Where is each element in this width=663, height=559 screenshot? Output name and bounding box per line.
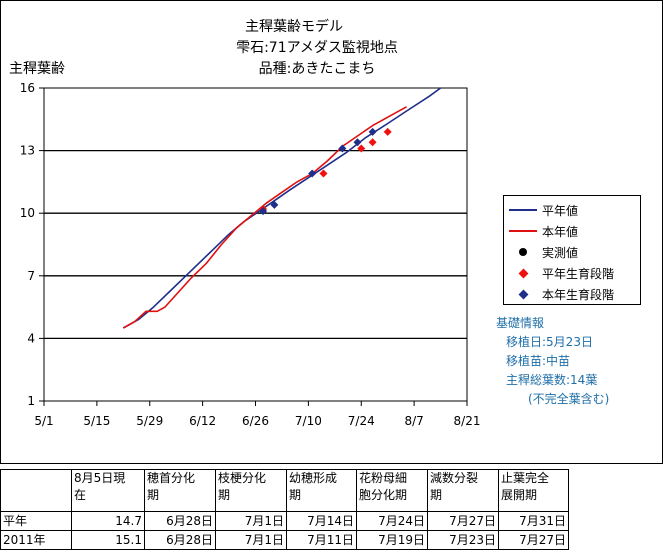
y-tick-label: 1 bbox=[27, 394, 35, 408]
y-tick-label: 16 bbox=[20, 81, 35, 95]
x-tick-label: 8/7 bbox=[404, 414, 423, 428]
legend: 平年値 本年値 実測値 平年生育段階 本年生育段階 bbox=[503, 195, 641, 305]
series-marker-4 bbox=[270, 200, 279, 209]
legend-label: 本年生育段階 bbox=[542, 287, 615, 302]
x-tick-label: 5/29 bbox=[136, 414, 163, 428]
legend-label: 平年値 bbox=[542, 203, 579, 218]
transplant-date: 移植日:5月23日 bbox=[506, 335, 593, 349]
table-cell: 7月23日 bbox=[427, 530, 499, 550]
y-tick-label: 4 bbox=[27, 331, 35, 345]
basic-info-heading: 基礎情報 bbox=[496, 316, 545, 330]
table-cell: 7月27日 bbox=[427, 511, 499, 531]
legend-label: 本年値 bbox=[542, 224, 579, 239]
legend-item-current-line: 本年値 bbox=[504, 221, 640, 241]
y-tick-label: 7 bbox=[27, 269, 35, 283]
table-cell: 7月31日 bbox=[498, 511, 569, 531]
table-cell: 7月19日 bbox=[356, 530, 428, 550]
y-axis-label: 主稈葉齢 bbox=[9, 61, 65, 77]
x-tick-label: 7/10 bbox=[295, 414, 322, 428]
table-cell: 14.7 bbox=[71, 511, 145, 531]
x-tick-label: 5/1 bbox=[34, 414, 53, 428]
x-axis: 5/1 5/15 5/29 6/12 6/26 7/10 7/24 8/7 8/21 bbox=[34, 401, 480, 428]
table-row: 平年 14.7 6月28日 7月1日 7月14日 7月24日 7月27日 7月31日 bbox=[0, 511, 569, 531]
legend-item-normal-line: 平年値 bbox=[504, 200, 640, 220]
series-marker-3 bbox=[357, 144, 366, 153]
table-row-label: 2011年 bbox=[0, 530, 72, 550]
table-header-row: 8月5日現 在穂首分化 期枝梗分化 期幼穂形成 期花粉母細 胞分化期 減数分裂 期… bbox=[0, 469, 569, 512]
seedling-type: 移植苗:中苗 bbox=[506, 354, 571, 368]
table-cell: 7月24日 bbox=[356, 511, 428, 531]
x-tick-label: 6/12 bbox=[189, 414, 216, 428]
chart-subtitle-variety: 品種:あきたこまち bbox=[259, 61, 376, 77]
table-row-label: 平年 bbox=[0, 511, 72, 531]
legend-label: 実測値 bbox=[542, 245, 579, 260]
legend-swatch-diamond bbox=[518, 289, 528, 299]
table-cell: 7月27日 bbox=[498, 530, 569, 550]
table-header-cell: 幼穂形成 期 bbox=[286, 469, 357, 512]
basic-info: 基礎情報 移植日:5月23日 移植苗:中苗 主稈総葉数:14葉 (不完全葉含む) bbox=[496, 314, 609, 409]
series-marker-4 bbox=[338, 144, 347, 153]
series-marker-3 bbox=[383, 127, 392, 136]
table-cell: 7月1日 bbox=[215, 511, 287, 531]
chart-subtitle-site: 雫石:71アメダス監視地点 bbox=[236, 39, 398, 56]
table-cell: 6月28日 bbox=[144, 530, 216, 550]
table-cell: 15.1 bbox=[71, 530, 145, 550]
table-cell: 7月14日 bbox=[286, 511, 357, 531]
y-tick-label: 10 bbox=[20, 206, 35, 220]
legend-item-current-stage: 本年生育段階 bbox=[504, 284, 640, 304]
leaf-number-note: (不完全葉含む) bbox=[528, 392, 610, 406]
x-tick-label: 6/26 bbox=[242, 414, 269, 428]
table-cell: 6月28日 bbox=[144, 511, 216, 531]
table-header-cell: 止葉完全 展開期 bbox=[498, 469, 569, 512]
x-tick-label: 7/24 bbox=[348, 414, 375, 428]
leaf-age-chart: 主稈葉齢モデル 雫石:71アメダス監視地点 品種:あきたこまち 主稈葉齢 5/1… bbox=[9, 18, 480, 428]
table-header-cell: 花粉母細 胞分化期 bbox=[356, 469, 428, 512]
legend-swatch-line bbox=[509, 209, 537, 211]
series-marker-4 bbox=[259, 207, 268, 216]
legend-swatch-circle bbox=[519, 248, 527, 256]
series-line-1 bbox=[122, 106, 407, 329]
table-header-cell: 8月5日現 在 bbox=[71, 469, 145, 512]
legend-item-measured: 実測値 bbox=[504, 242, 640, 262]
series-marker-4 bbox=[368, 127, 377, 136]
y-axis: 1 4 7 10 13 16 bbox=[20, 81, 44, 408]
chart-title-line: 主稈葉齢モデル bbox=[245, 18, 343, 35]
series-marker-4 bbox=[353, 138, 362, 147]
plot-area bbox=[43, 87, 468, 402]
gridlines bbox=[44, 149, 467, 340]
legend-swatch-line bbox=[509, 230, 537, 232]
table-cell: 7月1日 bbox=[215, 530, 287, 550]
table-cell: 7月11日 bbox=[286, 530, 357, 550]
table-header-cell: 枝梗分化 期 bbox=[215, 469, 287, 512]
legend-item-normal-stage: 平年生育段階 bbox=[504, 263, 640, 283]
legend-label: 平年生育段階 bbox=[542, 266, 615, 281]
chart-title: 主稈葉齢モデル 雫石:71アメダス監視地点 品種:あきたこまち bbox=[236, 18, 398, 77]
total-leaf-number: 主稈総葉数:14葉 bbox=[506, 373, 598, 387]
series-marker-4 bbox=[308, 169, 317, 178]
legend-swatch-diamond bbox=[518, 268, 528, 278]
growth-stage-table: 8月5日現 在穂首分化 期枝梗分化 期幼穂形成 期花粉母細 胞分化期 減数分裂 期… bbox=[0, 469, 569, 550]
series-marker-3 bbox=[319, 169, 328, 178]
x-tick-label: 8/21 bbox=[454, 414, 481, 428]
x-tick-label: 5/15 bbox=[83, 414, 110, 428]
series-marker-3 bbox=[368, 138, 377, 147]
table-row: 2011年 15.1 6月28日 7月1日 7月11日 7月19日 7月23日 7月27日 bbox=[0, 530, 569, 550]
y-tick-label: 13 bbox=[20, 144, 35, 158]
table-header-cell: 穂首分化 期 bbox=[144, 469, 216, 512]
series-line-0 bbox=[122, 87, 442, 329]
table-header-cell: 減数分裂 期 bbox=[427, 469, 499, 512]
table-header-cell bbox=[0, 469, 72, 512]
series-layer bbox=[122, 87, 442, 329]
